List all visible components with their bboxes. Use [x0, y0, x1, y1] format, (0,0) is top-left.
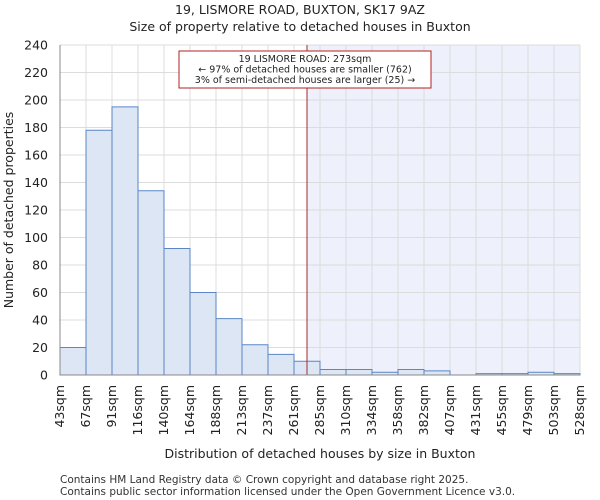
footer-licence: Contains public sector information licen… [60, 486, 516, 498]
histogram-bar [163, 248, 191, 376]
x-tick-label: 188sqm [208, 385, 223, 435]
y-axis-label: Number of detached properties [1, 112, 16, 309]
x-tick-label: 479sqm [520, 385, 535, 435]
histogram-bar [423, 370, 451, 376]
annotation-line: ← 97% of detached houses are smaller (76… [198, 65, 411, 76]
x-tick-label: 213sqm [234, 385, 249, 435]
y-tick-label: 160 [24, 148, 48, 163]
histogram-bar [215, 318, 243, 376]
x-tick-label: 382sqm [416, 385, 431, 435]
y-tick-label: 240 [24, 38, 48, 53]
x-tick-label: 310sqm [338, 385, 353, 435]
histogram-bar [345, 369, 373, 376]
x-tick-label: 164sqm [182, 385, 197, 435]
y-tick-label: 40 [32, 313, 48, 328]
plot-area: 0 20 40 60 80 100 120 140 160 180 200 220 240 43sqm 67… [24, 38, 587, 436]
x-tick-label: 455sqm [494, 385, 509, 435]
histogram-bar [397, 369, 425, 376]
histogram-bar [189, 292, 217, 376]
y-tick-label: 0 [40, 368, 48, 383]
x-tick-label: 431sqm [468, 385, 483, 435]
x-tick-label: 116sqm [130, 385, 145, 435]
x-tick-label: 358sqm [390, 385, 405, 435]
footer-copyright: Contains HM Land Registry data © Crown c… [60, 474, 469, 486]
x-tick-label: 334sqm [364, 385, 379, 435]
y-tick-label: 60 [32, 285, 48, 300]
histogram-bar [241, 344, 269, 376]
histogram-bar [137, 190, 165, 376]
annotation-box [178, 50, 432, 89]
annotation-line: 19 LISMORE ROAD: 273sqm [239, 54, 372, 65]
y-tick-label: 220 [24, 65, 48, 80]
y-tick-label: 200 [24, 93, 48, 108]
x-tick-label: 503sqm [546, 385, 561, 435]
x-tick-label: 528sqm [572, 385, 587, 435]
y-tick-label: 120 [24, 203, 48, 218]
y-tick-label: 180 [24, 120, 48, 135]
x-tick-label: 140sqm [156, 385, 171, 435]
histogram-chart: 19, LISMORE ROAD, BUXTON, SK17 9AZ Size … [1, 2, 587, 461]
chart-subtitle: Size of property relative to detached ho… [129, 19, 470, 34]
y-tick-label: 20 [32, 340, 48, 355]
x-tick-label: 91sqm [104, 385, 119, 428]
histogram-bar [111, 106, 139, 376]
histogram-bar [319, 369, 347, 376]
y-tick-label: 140 [24, 175, 48, 190]
chart-title: 19, LISMORE ROAD, BUXTON, SK17 9AZ [175, 2, 425, 17]
y-tick-label: 100 [24, 230, 48, 245]
x-tick-label: 67sqm [78, 385, 93, 428]
x-tick-label: 285sqm [312, 385, 327, 435]
y-tick-label: 80 [32, 258, 48, 273]
x-axis-label: Distribution of detached houses by size … [165, 446, 476, 461]
histogram-bar [85, 129, 113, 376]
x-tick-label: 237sqm [260, 385, 275, 435]
histogram-bar [59, 347, 87, 376]
x-tick-label: 407sqm [442, 385, 457, 435]
x-tick-label: 261sqm [286, 385, 301, 435]
annotation-line: 3% of semi-detached houses are larger (2… [195, 75, 415, 86]
x-tick-label: 43sqm [52, 385, 67, 428]
histogram-bar [267, 353, 295, 376]
